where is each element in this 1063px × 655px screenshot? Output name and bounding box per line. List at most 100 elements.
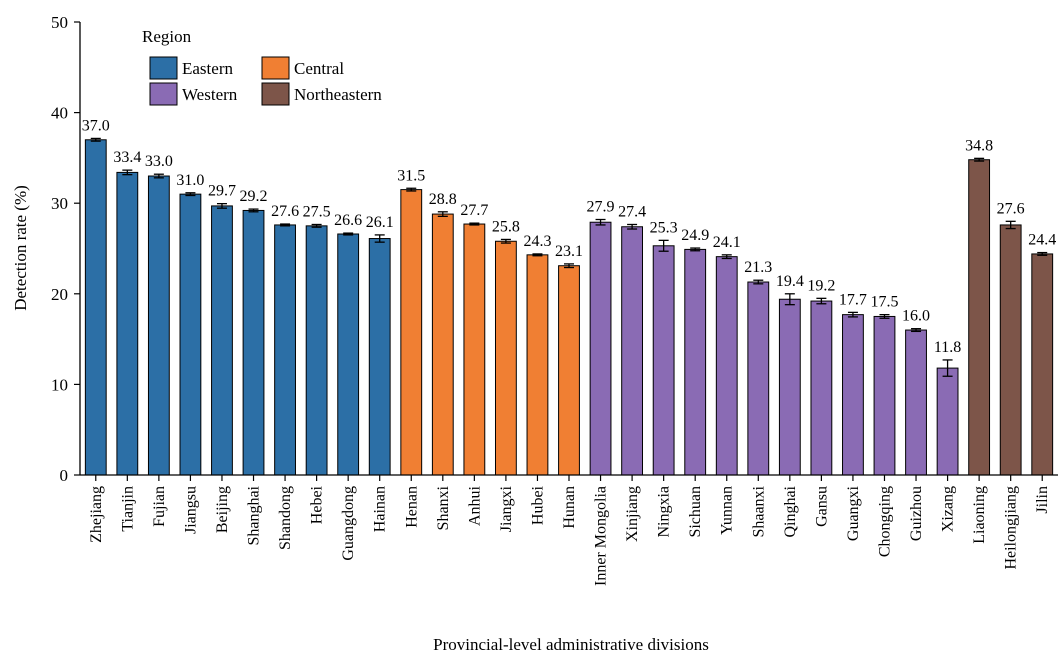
y-tick-label: 10 (51, 375, 68, 394)
data-label: 24.9 (681, 227, 709, 244)
data-label: 34.8 (965, 137, 993, 154)
x-tick-label: Hainan (372, 486, 389, 532)
x-tick-label: Shanghai (246, 485, 263, 545)
data-label: 17.5 (870, 294, 898, 311)
legend-label-eastern: Eastern (182, 59, 233, 78)
data-label: 19.2 (807, 277, 835, 294)
data-label: 25.3 (650, 219, 678, 236)
data-label: 33.0 (145, 153, 173, 170)
bar-shanghai (242, 209, 265, 476)
x-tick-label: Guizhou (908, 486, 925, 541)
y-tick-label: 30 (51, 194, 68, 213)
bar-shaanxi (747, 281, 770, 476)
x-tick-label: Qinghai (782, 485, 799, 537)
bar-jilin (1031, 253, 1054, 476)
bar-anhui (463, 223, 486, 476)
data-label: 24.3 (523, 233, 551, 250)
legend-swatch-northeastern (261, 82, 290, 106)
bar-guangxi (842, 314, 864, 476)
data-label: 19.4 (776, 273, 804, 290)
legend-swatch-central (261, 56, 290, 80)
data-label: 31.5 (397, 167, 425, 184)
bar-heilongjiang (999, 224, 1022, 476)
bars: 37.033.4 33.031.029.7 29.227.6 27.526.6 26.1… (82, 117, 1056, 476)
x-tick-label: Hubei (529, 485, 546, 525)
bar-hunan (558, 265, 580, 476)
y-tick-label: 20 (51, 285, 68, 304)
bar-shanxi (431, 213, 454, 476)
data-label: 29.2 (240, 188, 268, 205)
x-tick-label: Yunnan (719, 486, 736, 535)
data-label: 27.6 (271, 203, 299, 220)
y-axis-title: Detection rate (%) (11, 185, 30, 311)
x-tick-label: Tianjin (119, 486, 136, 532)
legend-title: Region (142, 27, 192, 46)
x-tick-label: Gansu (813, 486, 830, 527)
bar-hebei (305, 225, 328, 476)
x-tick-label: Sichuan (687, 486, 704, 538)
x-tick-label: Guangxi (845, 485, 862, 541)
x-tick-label: Inner Mongolia (593, 486, 610, 586)
bar-xinjiang (621, 226, 644, 476)
bar-inner-mongolia (589, 221, 612, 476)
bar-sichuan (684, 248, 707, 476)
bar-yunnan (715, 256, 738, 476)
data-label: 24.1 (713, 234, 741, 251)
bar-guizhou (905, 329, 927, 476)
bar-tianjin (116, 171, 139, 476)
x-tick-label: Zhejiang (88, 486, 105, 543)
x-tick-label: Xizang (940, 486, 957, 532)
bar-hainan (368, 238, 391, 476)
y-tick-label: 40 (51, 104, 68, 123)
data-label: 23.1 (555, 243, 583, 260)
bar-henan (400, 189, 423, 476)
bar-guangdong (337, 233, 360, 476)
data-label: 25.8 (492, 218, 520, 235)
x-tick-label: Jiangsu (182, 486, 199, 534)
bar-beijing (211, 205, 233, 476)
bar-chongqing (873, 315, 896, 476)
x-axis: Zhejiang Tianjin Fujian Jiangsu Beijing Shang… (80, 474, 1058, 586)
legend-swatch-western (149, 82, 178, 106)
data-label: 27.7 (460, 202, 488, 219)
x-tick-label: Jiangxi (498, 485, 515, 532)
x-tick-label: Heilongjiang (1003, 486, 1020, 570)
bar-fujian (147, 175, 170, 476)
x-tick-label: Shaanxi (750, 485, 767, 537)
bar-jiangxi (494, 240, 517, 476)
bar-gansu (810, 300, 833, 476)
x-tick-label: Ningxia (656, 486, 673, 538)
x-tick-label: Fujian (151, 486, 168, 527)
data-label: 29.7 (208, 183, 236, 200)
bar-qinghai (778, 298, 801, 476)
data-label: 37.0 (82, 117, 110, 134)
data-label: 26.1 (366, 214, 394, 231)
data-label: 21.3 (744, 259, 772, 276)
legend-swatch-eastern (149, 56, 178, 80)
x-tick-label: Guangdong (340, 486, 357, 561)
data-label: 11.8 (934, 339, 961, 356)
data-label: 27.9 (587, 199, 615, 216)
bar-xizang (936, 367, 959, 476)
x-axis-title: Provincial-level administrative division… (433, 635, 709, 654)
x-tick-label: Chongqing (876, 486, 893, 557)
x-tick-label: Anhui (466, 485, 483, 526)
legend-label-central: Central (294, 59, 344, 78)
data-label: 33.4 (113, 149, 141, 166)
legend: Region Eastern Central Western Northeastern (142, 27, 382, 106)
legend-label-western: Western (182, 85, 238, 104)
x-tick-label: Liaoning (971, 486, 988, 544)
bar-liaoning (968, 159, 991, 476)
y-tick-label: 0 (60, 466, 69, 485)
data-label: 27.5 (303, 203, 331, 220)
bar-ningxia (652, 245, 675, 476)
data-label: 26.6 (334, 212, 362, 229)
y-tick-label: 50 (51, 13, 68, 32)
legend-label-northeastern: Northeastern (294, 85, 382, 104)
bar-jiangsu (179, 193, 202, 476)
x-tick-label: Xinjiang (624, 486, 641, 542)
x-tick-label: Hebei (309, 485, 326, 524)
data-label: 16.0 (902, 308, 930, 325)
y-axis: 0 10 20 30 40 50 (51, 13, 81, 485)
